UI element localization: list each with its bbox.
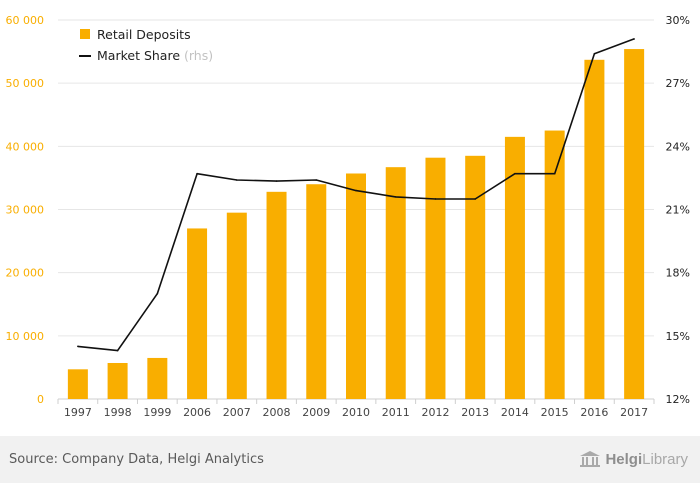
bar-2012 bbox=[425, 157, 446, 399]
y-left-tick-label: 50 000 bbox=[6, 77, 45, 90]
footer: Source: Company Data, Helgi Analytics He… bbox=[0, 436, 700, 483]
y-left-tick-label: 20 000 bbox=[6, 267, 45, 280]
y-left-tick-label: 0 bbox=[37, 393, 44, 406]
y-right-tick-label: 15% bbox=[666, 330, 690, 343]
bar-2016 bbox=[584, 59, 605, 400]
bar-2007 bbox=[226, 212, 247, 399]
x-tick-label-1997: 1997 bbox=[64, 406, 92, 419]
x-tick-label-1999: 1999 bbox=[143, 406, 171, 419]
bar-2009 bbox=[306, 184, 327, 399]
y-left-tick-label: 40 000 bbox=[6, 140, 45, 153]
legend-swatch-retail-deposits bbox=[80, 29, 90, 39]
y-right-tick-label: 18% bbox=[666, 267, 690, 280]
x-tick-label-2013: 2013 bbox=[461, 406, 489, 419]
source-text: Source: Company Data, Helgi Analytics bbox=[9, 452, 264, 467]
line-point-2007 bbox=[236, 179, 238, 181]
legend-label-market-share-suffix: (rhs) bbox=[184, 48, 213, 63]
line-point-2016 bbox=[593, 52, 596, 55]
x-tick-label-2015: 2015 bbox=[541, 406, 569, 419]
bar-2014 bbox=[504, 136, 525, 399]
y-right-tick-label: 21% bbox=[666, 204, 690, 217]
brand-part1: Helgi bbox=[605, 450, 643, 468]
legend-label-market-share-name: Market Share bbox=[97, 48, 180, 63]
library-building-icon bbox=[580, 451, 601, 467]
x-tick-label-2006: 2006 bbox=[183, 406, 211, 419]
y-right-tick-label: 27% bbox=[666, 77, 690, 90]
bar-2013 bbox=[465, 155, 486, 399]
market-share-line bbox=[77, 38, 635, 352]
y-right-tick-label: 12% bbox=[666, 393, 690, 406]
legend-label-retail-deposits: Retail Deposits bbox=[97, 27, 191, 42]
x-tick-label-2008: 2008 bbox=[263, 406, 291, 419]
bar-2010 bbox=[346, 173, 366, 399]
bar-1999 bbox=[147, 357, 168, 399]
line-point-2013 bbox=[474, 198, 477, 200]
y-axis-right: 12% 15% 18% 21% 24% 27% 30% bbox=[666, 14, 690, 406]
x-tick-label-2016: 2016 bbox=[580, 406, 608, 419]
bar-2008 bbox=[266, 191, 287, 399]
bar-2011 bbox=[385, 167, 406, 399]
line-point-2006 bbox=[196, 172, 198, 175]
bar-1998 bbox=[107, 362, 128, 399]
y-left-tick-label: 30 000 bbox=[6, 204, 45, 217]
chart: 1997 1998 1999 2006 2007 2008 2009 2010 2011 2012… bbox=[6, 14, 691, 419]
bar-1997 bbox=[67, 369, 88, 399]
x-tick-label-2017: 2017 bbox=[620, 406, 648, 419]
x-tick-label-2009: 2009 bbox=[302, 406, 330, 419]
line-point-2012 bbox=[434, 198, 437, 200]
line-point-1998 bbox=[116, 349, 119, 352]
y-axis-left: 0 10 000 20 000 30 000 40 000 50 000 60 000 bbox=[6, 14, 45, 406]
line-point-2017 bbox=[633, 38, 635, 40]
legend: Retail Deposits Market Share (rhs) bbox=[79, 27, 213, 63]
line-point-2010 bbox=[355, 189, 357, 192]
x-tick-label-1998: 1998 bbox=[104, 406, 132, 419]
line-point-2014 bbox=[514, 172, 516, 175]
line-point-2008 bbox=[275, 180, 278, 182]
bar-2015 bbox=[544, 130, 565, 399]
bars bbox=[67, 49, 645, 400]
brand-logo: Helgi Library bbox=[579, 450, 688, 468]
line-point-2009 bbox=[315, 179, 318, 181]
x-axis: 1997 1998 1999 2006 2007 2008 2009 2010 2011 2012… bbox=[57, 399, 655, 419]
line-point-1999 bbox=[156, 292, 159, 295]
line-point-2011 bbox=[394, 196, 397, 198]
y-left-tick-label: 60 000 bbox=[6, 14, 45, 27]
brand-part2: Library bbox=[642, 450, 688, 468]
line-point-1997 bbox=[77, 345, 79, 348]
x-tick-label-2011: 2011 bbox=[382, 406, 410, 419]
x-tick-label-2007: 2007 bbox=[223, 406, 251, 419]
y-left-tick-label: 10 000 bbox=[6, 330, 45, 343]
bar-2017 bbox=[624, 49, 645, 399]
x-tick-label-2010: 2010 bbox=[342, 406, 370, 419]
legend-label-market-share: Market Share (rhs) bbox=[97, 48, 213, 63]
y-right-tick-label: 24% bbox=[666, 140, 690, 153]
x-tick-label-2014: 2014 bbox=[501, 406, 529, 419]
line-point-2015 bbox=[553, 172, 556, 175]
bar-2006 bbox=[187, 228, 208, 399]
y-right-tick-label: 30% bbox=[666, 14, 690, 27]
x-tick-label-2012: 2012 bbox=[421, 406, 449, 419]
